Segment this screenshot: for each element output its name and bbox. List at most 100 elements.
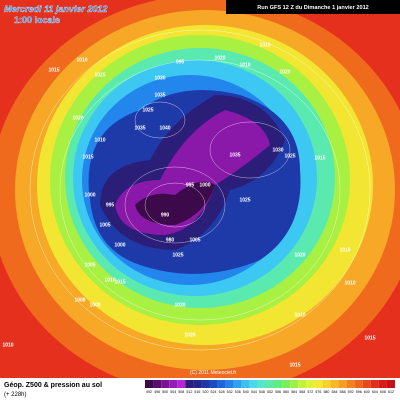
- legend-cell: [362, 380, 371, 388]
- legend-cell: [153, 380, 162, 388]
- isobar-label: 980: [166, 237, 175, 243]
- forecast-time: 1:00 locale: [14, 15, 60, 25]
- isobar-label: 1035: [134, 125, 145, 131]
- legend-cell: [257, 380, 266, 388]
- isobar-label: 1008: [74, 297, 85, 303]
- legend-cell: [185, 380, 194, 388]
- legend-cell: [177, 380, 186, 388]
- isobar-label: 1020: [294, 252, 305, 258]
- legend-cell: [209, 380, 218, 388]
- isobar-label: 1010: [104, 277, 115, 283]
- isobar-label: 1010: [344, 280, 355, 286]
- lead-time: (+ 228h): [4, 392, 27, 398]
- legend-cell: [354, 380, 363, 388]
- legend-cell: [314, 380, 323, 388]
- isobar-lines: [29, 29, 371, 351]
- isobar-label: 995: [186, 182, 195, 188]
- isobar-label: 995: [106, 202, 115, 208]
- isobar-label: 1000: [84, 192, 95, 198]
- legend-cell: [225, 380, 234, 388]
- legend-label: 568: [299, 390, 305, 394]
- isobar-label: 1025: [94, 72, 105, 78]
- legend-cell: [233, 380, 242, 388]
- legend-label: 512: [186, 390, 192, 394]
- legend-cell: [330, 380, 339, 388]
- isobar-label: 1020: [184, 332, 195, 338]
- isobar-label: 1020: [214, 55, 225, 61]
- legend-label: 608: [380, 390, 386, 394]
- legend-label: 588: [340, 390, 346, 394]
- legend-label: 540: [243, 390, 249, 394]
- isobar-label: 1035: [229, 152, 240, 158]
- footer-title: Géop. Z500 & pression au sol: [4, 382, 102, 389]
- isobar-label: 1015: [48, 67, 59, 73]
- isobar-label: 990: [161, 212, 170, 218]
- legend-label: 580: [323, 390, 329, 394]
- legend-cell: [274, 380, 283, 388]
- isobar-label: 1025: [142, 107, 153, 113]
- legend-cell: [338, 380, 347, 388]
- legend-cell: [217, 380, 226, 388]
- isobar-label: 1015: [259, 42, 270, 48]
- legend-label: 552: [267, 390, 273, 394]
- legend-cell: [322, 380, 331, 388]
- legend-cell: [386, 380, 395, 388]
- legend-label: 532: [227, 390, 233, 394]
- isobar-label: 1005: [189, 237, 200, 243]
- isobar-label: 1015: [82, 154, 93, 160]
- legend-label: 548: [259, 390, 265, 394]
- legend-cell: [290, 380, 299, 388]
- isobar-label: 1030: [272, 147, 283, 153]
- isobar-label: 1025: [284, 153, 295, 159]
- isobar-label: 995: [176, 59, 185, 65]
- legend-label: 496: [154, 390, 160, 394]
- isobar-label: 1030: [154, 75, 165, 81]
- forecast-date: Mercredi 11 janvier 2012: [4, 4, 107, 14]
- legend-label: 508: [178, 390, 184, 394]
- legend-label: 600: [364, 390, 370, 394]
- legend-cell: [161, 380, 170, 388]
- isobar-label: 1010: [294, 312, 305, 318]
- isobar-label: 1035: [154, 92, 165, 98]
- isobar-label: 1040: [159, 125, 170, 131]
- legend-cell: [346, 380, 355, 388]
- legend-cell: [145, 380, 154, 388]
- run-box: [226, 0, 400, 14]
- legend-cell: [193, 380, 202, 388]
- isobar-label: 1000: [114, 242, 125, 248]
- legend-label: 524: [211, 390, 217, 394]
- isobar-label: 1030: [174, 302, 185, 308]
- legend-label: 576: [315, 390, 321, 394]
- legend-label: 520: [202, 390, 208, 394]
- legend-label: 560: [283, 390, 289, 394]
- isobar-label: 1010: [76, 57, 87, 63]
- legend-label: 492: [146, 390, 152, 394]
- isobar-label: 1020: [72, 115, 83, 121]
- isobar-label: 1005: [99, 222, 110, 228]
- isobar-label: 1005: [84, 262, 95, 268]
- legend-label: 612: [388, 390, 394, 394]
- legend-label: 604: [372, 390, 378, 394]
- isobar-label: 1015: [339, 247, 350, 253]
- legend-label: 516: [194, 390, 200, 394]
- isobar-label: 1025: [172, 252, 183, 258]
- legend-label: 528: [219, 390, 225, 394]
- legend-cell: [306, 380, 315, 388]
- isobar-label: 1015: [364, 335, 375, 341]
- legend-label: 504: [170, 390, 176, 394]
- isobar-label: 1015: [314, 155, 325, 161]
- field-band: [135, 181, 215, 225]
- isobar-label: 1015: [114, 279, 125, 285]
- isobar-label: 1010: [2, 342, 13, 348]
- isobar-label: 1000: [89, 302, 100, 308]
- isobar-label: 1010: [239, 62, 250, 68]
- legend-label: 500: [162, 390, 168, 394]
- legend-label: 564: [291, 390, 297, 394]
- legend-cell: [169, 380, 178, 388]
- legend-label: 584: [332, 390, 338, 394]
- legend-cell: [282, 380, 291, 388]
- legend-cell: [378, 380, 387, 388]
- legend-label: 572: [307, 390, 313, 394]
- legend-cell: [249, 380, 258, 388]
